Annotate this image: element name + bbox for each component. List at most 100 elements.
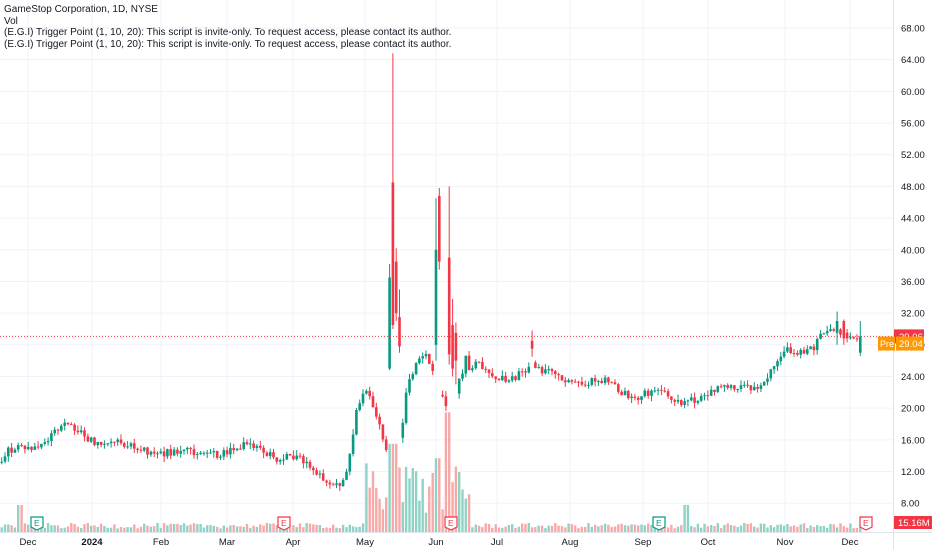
volume-bar [458,472,461,532]
volume-bar [564,527,567,532]
volume-bar [703,523,706,532]
candle-body [268,452,272,456]
candle-body [660,389,663,391]
volume-bar [90,525,93,532]
volume-bar [308,523,312,532]
candle-body [603,377,607,383]
candle-body [447,257,451,355]
volume-bar [172,524,176,532]
x-tick-label: Oct [701,537,716,548]
candle-body [524,371,527,373]
candle-body [76,430,80,433]
y-tick-label: 16.00 [901,435,925,446]
volume-bar [27,524,30,532]
candle-body [149,451,153,455]
earnings-marker[interactable] [30,516,44,531]
volume-bar [829,523,832,532]
pre-market-badge [896,336,924,351]
candle-body [169,449,172,456]
earnings-marker[interactable] [859,516,873,531]
candle-body [292,455,295,460]
indicator-legend-1[interactable]: (E.G.I) Trigger Point (1, 10, 20): This … [4,27,452,38]
candle-body [497,378,501,380]
volume-bar [441,509,444,532]
candle-body [729,385,733,388]
volume-bar [252,525,255,532]
candle-body [663,390,666,392]
candle-body [438,195,441,262]
pre-market-label: 29.04 [899,339,923,350]
volume-bar [126,527,129,532]
candle-body [136,448,139,450]
volume-bar [733,525,736,532]
candle-body [235,448,239,451]
earnings-marker[interactable] [444,516,458,531]
candle-body [295,455,298,460]
volume-bar [680,525,683,532]
indicator-legend-2[interactable]: (E.G.I) Trigger Point (1, 10, 20): This … [4,38,452,50]
volume-bar [116,528,119,532]
candle-body [219,456,222,458]
candle-body [501,375,504,380]
candle-body [106,443,110,445]
candle-body [384,439,388,450]
candle-body [713,389,716,392]
candle-body [152,451,156,454]
volume-bar [3,524,7,532]
candle-body [321,473,325,481]
candle-body [119,439,123,444]
volume-bar [76,526,80,532]
candle-body [109,441,113,444]
volume-bar [229,525,232,532]
volume-bar [428,486,431,532]
candle-body [302,456,305,464]
volume-bar [806,528,809,532]
candle-body [312,467,315,471]
earnings-marker[interactable] [277,516,291,531]
candle-body [229,447,232,455]
candle-body [126,446,129,448]
volume-bar [461,489,464,532]
earnings-marker[interactable] [652,516,666,531]
candle-body [3,456,7,462]
volume-bar [275,525,278,532]
volume-bar [239,526,242,532]
volume-bar [666,527,670,532]
candle-body [683,401,686,405]
candle-body [212,451,216,453]
candle-body [845,332,849,339]
volume-bar [693,527,696,532]
volume-bar [166,525,169,532]
candle-body [259,445,262,448]
volume-bar [272,523,275,532]
candle-body [428,354,431,364]
candle-body [341,479,345,486]
pre-market-tag [878,336,895,351]
volume-legend[interactable]: Vol [4,15,18,27]
candle-body [464,355,468,374]
candle-body [590,378,594,385]
candle-body [753,386,756,391]
volume-bar [723,524,726,532]
volume-bar [580,526,583,532]
volume-bar [434,458,438,532]
volume-bar [262,525,265,532]
volume-bar [381,509,385,532]
candle-body [328,482,332,485]
candle-body [431,363,434,371]
candle-body [461,373,464,379]
candle-body [298,455,302,457]
volume-bar [577,528,580,532]
volume-bar [371,471,375,532]
volume-bar [418,500,421,532]
candle-body [494,376,497,379]
volume-bar [169,523,172,532]
volume-bar [729,525,733,532]
symbol-title[interactable]: GameStop Corporation, 1D, NYSE [4,4,158,15]
volume-bar [86,523,90,532]
candle-body [378,416,381,425]
candle-body [182,449,186,452]
candle-body [690,397,693,401]
